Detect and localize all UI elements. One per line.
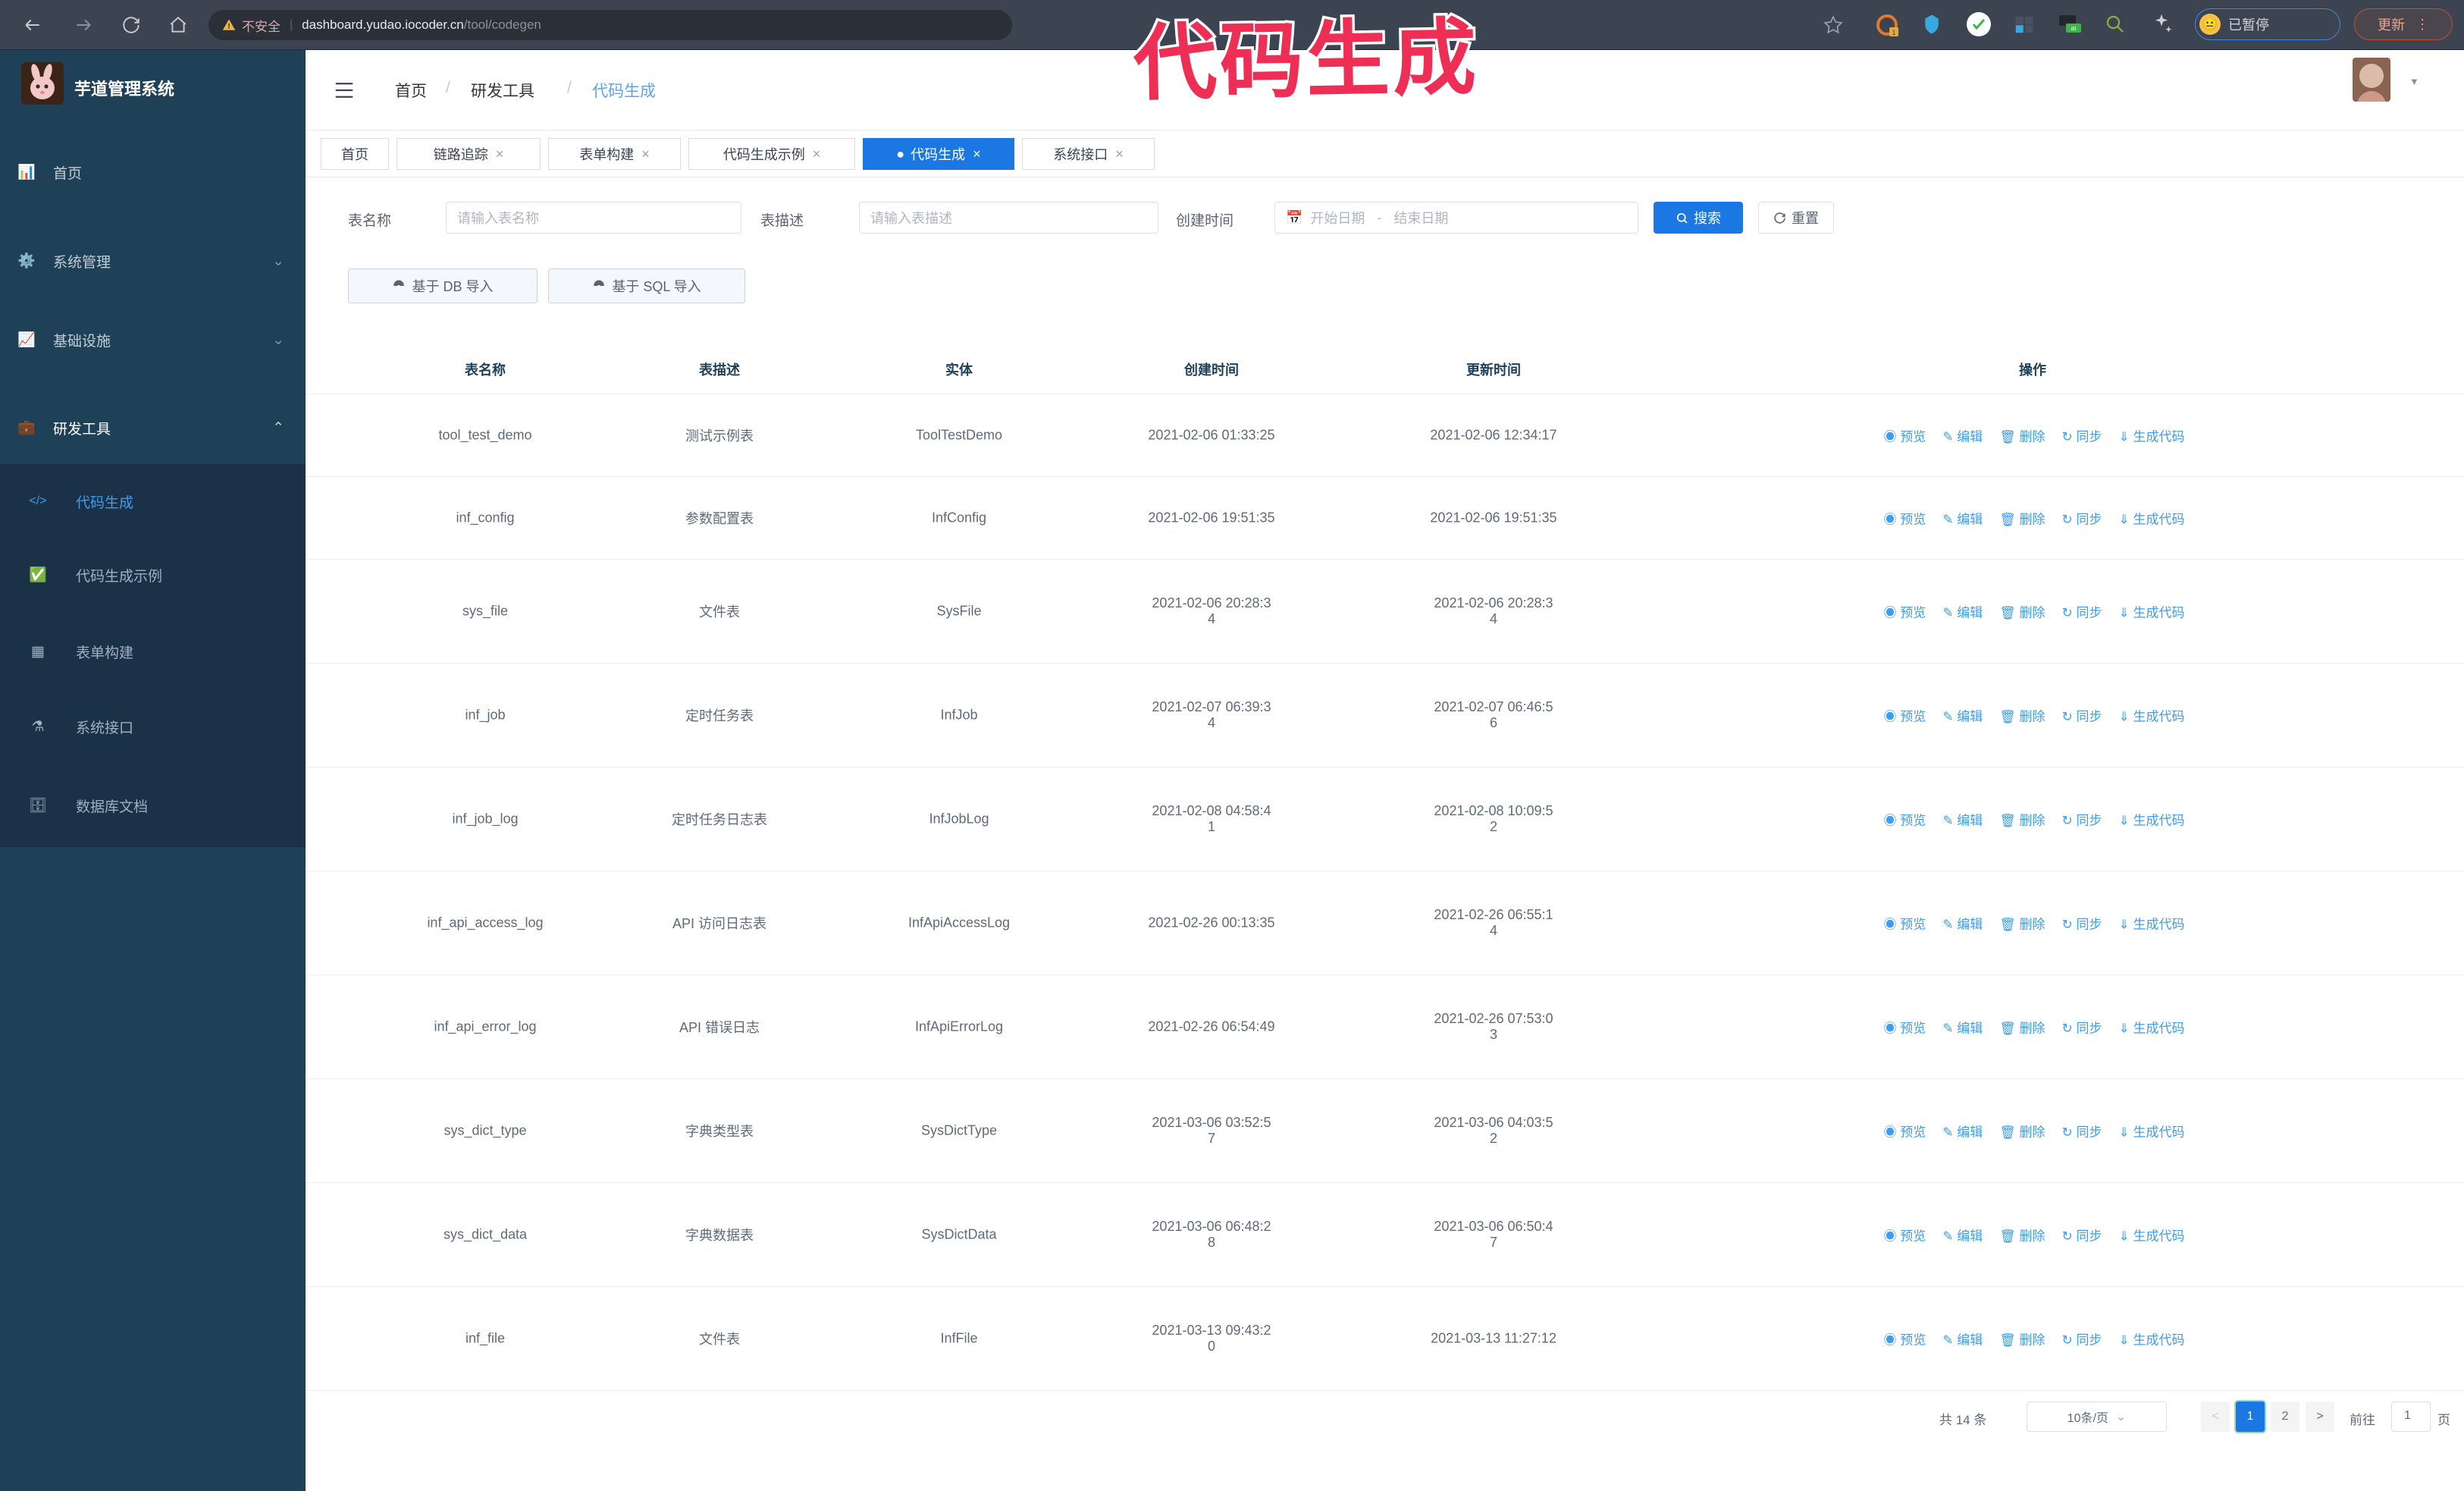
svg-text:ai: ai — [2071, 24, 2076, 32]
svg-text:1: 1 — [1892, 29, 1895, 36]
